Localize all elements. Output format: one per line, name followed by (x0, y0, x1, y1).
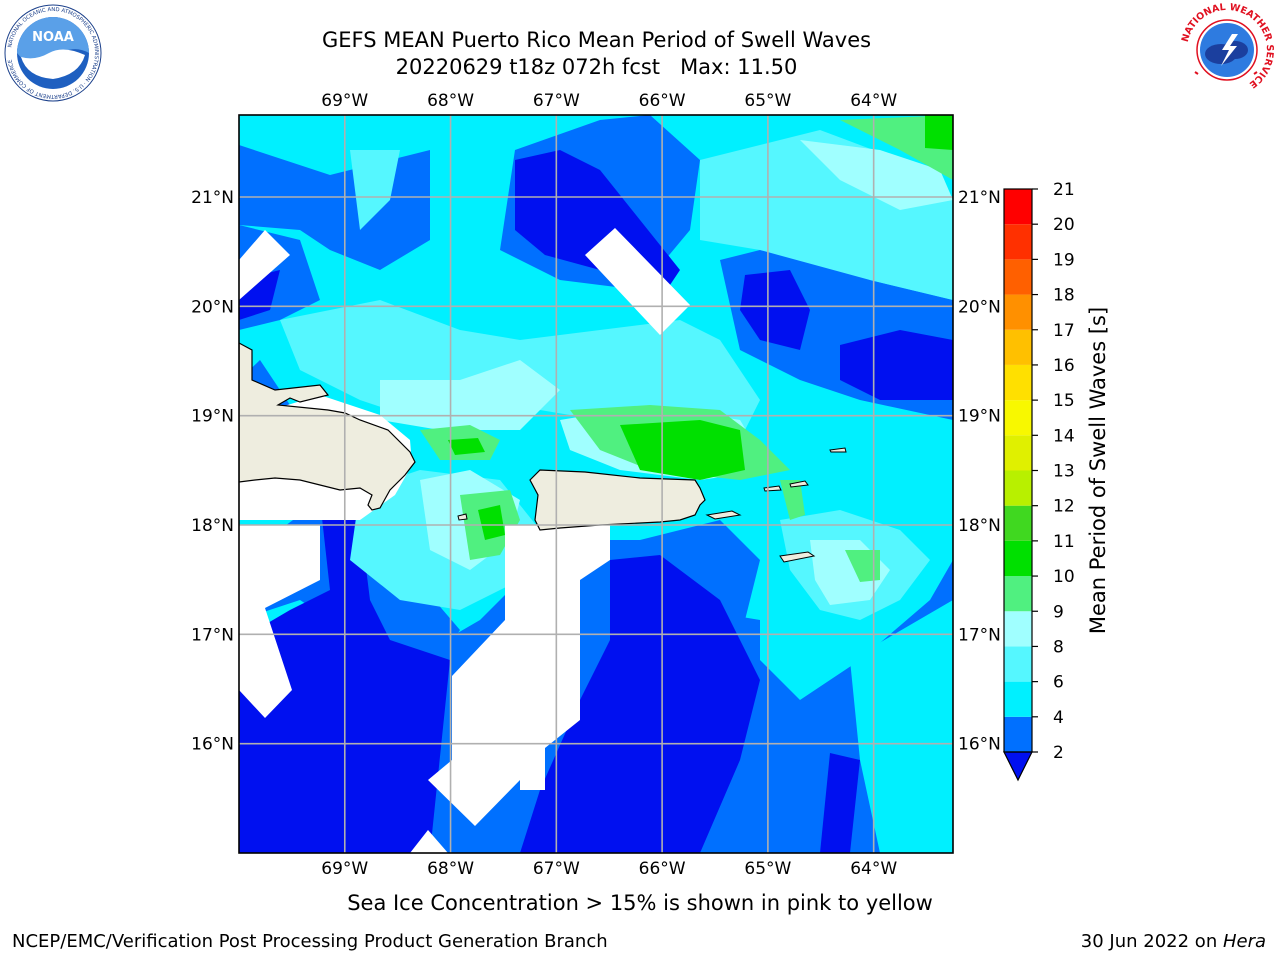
colorbar-tick-label: 4 (1053, 708, 1064, 728)
lon-label-bottom: 69°W (321, 859, 368, 879)
colorbar-tick-label: 20 (1053, 215, 1075, 235)
colorbar: 2 4 6 8 9 10 11 12 13 14 15 16 17 18 19 20 21 Mean Period… (1003, 180, 1110, 782)
mask-west (239, 525, 320, 718)
colorbar-tick-label: 2 (1053, 743, 1064, 763)
colorbar-swatch (1004, 576, 1032, 612)
lat-label-right: 16°N (958, 735, 1001, 755)
colorbar-tick-label: 9 (1053, 602, 1064, 622)
mask-nw (239, 230, 290, 300)
lat-label-right: 19°N (958, 407, 1001, 427)
colorbar-tick-label: 19 (1053, 250, 1075, 270)
lon-label-top: 65°W (744, 91, 791, 111)
lat-label-left: 18°N (191, 516, 234, 536)
colorbar-tick-label: 17 (1053, 321, 1075, 341)
band-9-10-virgin (845, 550, 880, 582)
band-6-8-nw (350, 150, 400, 230)
band-under-2-s (520, 555, 760, 853)
lat-label-right: 18°N (958, 516, 1001, 536)
colorbar-swatch (1004, 189, 1032, 225)
mask-bottom (410, 830, 448, 853)
colorbar-swatch (1004, 364, 1032, 401)
colorbar-swatch (1004, 505, 1032, 541)
land-hispaniola (239, 342, 416, 511)
mask-south (428, 525, 610, 826)
band-10-11-ne (925, 115, 953, 150)
land-mona (457, 513, 468, 521)
land-vieques (705, 510, 742, 520)
colorbar-swatch (1004, 540, 1032, 577)
lon-label-bottom: 65°W (744, 859, 791, 879)
lon-label-bottom: 67°W (533, 859, 580, 879)
colorbar-under-arrow (1003, 751, 1033, 782)
map-field (239, 115, 953, 853)
lon-label-top: 67°W (533, 91, 580, 111)
lat-label-right: 21°N (958, 188, 1001, 208)
colorbar-tick-label: 11 (1053, 532, 1075, 552)
band-4-6-se (850, 600, 953, 853)
colorbar-swatch (1004, 716, 1032, 752)
lon-label-bottom: 68°W (427, 859, 474, 879)
lon-label-top: 64°W (850, 91, 897, 111)
colorbar-tick-label: 12 (1053, 497, 1075, 517)
colorbar-label: Mean Period of Swell Waves [s] (1086, 307, 1110, 634)
chart-title-line2: 20220629 t18z 072h fcst Max: 11.50 (395, 55, 798, 79)
lat-label-left: 21°N (191, 188, 234, 208)
band-10-11-b (448, 438, 485, 455)
colorbar-swatch (1004, 681, 1032, 717)
band-under-2-ne (740, 270, 810, 350)
lon-label-bottom: 66°W (639, 859, 686, 879)
nws-logo: NATIONAL WEATHER SERVICE (1179, 2, 1275, 98)
band-under-2-e (840, 330, 953, 400)
colorbar-swatch (1004, 259, 1032, 295)
colorbar-swatch (1004, 435, 1032, 471)
lon-label-top: 69°W (321, 91, 368, 111)
colorbar-tick-label: 18 (1053, 286, 1075, 306)
band-10-11-c (478, 505, 505, 540)
chart-title-line1: GEFS MEAN Puerto Rico Mean Period of Swe… (321, 28, 872, 52)
colorbar-tick-label: 8 (1053, 637, 1064, 657)
land-puerto-rico (529, 469, 706, 531)
lon-label-top: 68°W (427, 91, 474, 111)
colorbar-tick-label: 21 (1053, 180, 1075, 200)
map-frame (238, 114, 954, 854)
footer-machine: Hera (1222, 931, 1266, 952)
colorbar-tick-label: 10 (1053, 567, 1075, 587)
mask-north (585, 228, 690, 335)
colorbar-swatch (1004, 294, 1032, 330)
noaa-logo: NATIONAL OCEANIC AND ATMOSPHERIC ADMINIS… (4, 4, 102, 102)
colorbar-tick-label: 16 (1053, 356, 1075, 376)
lat-label-left: 17°N (191, 625, 234, 645)
sea-ice-caption: Sea Ice Concentration > 15% is shown in … (347, 891, 933, 915)
colorbar-swatch (1004, 611, 1032, 647)
colorbar-tick-label: 14 (1053, 426, 1075, 446)
land-virgin-islands (763, 447, 847, 492)
colorbar-swatch (1004, 400, 1032, 436)
band-9-10-island (780, 480, 805, 520)
lat-label-left: 19°N (191, 407, 234, 427)
noaa-wordmark: NOAA (32, 30, 74, 45)
colorbar-swatch (1004, 224, 1032, 260)
lat-label-right: 20°N (958, 297, 1001, 317)
band-under-2-se (820, 753, 860, 853)
band-8-9-central (380, 360, 560, 430)
lat-label-left: 16°N (191, 735, 234, 755)
colorbar-swatch (1004, 470, 1032, 506)
colorbar-swatch (1004, 329, 1032, 365)
lat-label-right: 17°N (958, 625, 1001, 645)
footer-date-text: 30 Jun 2022 on (1080, 931, 1223, 952)
footer-branch: NCEP/EMC/Verification Post Processing Pr… (12, 931, 608, 952)
land-st-croix (779, 551, 816, 563)
colorbar-tick-label: 15 (1053, 391, 1075, 411)
footer-date: 30 Jun 2022 on Hera (1081, 931, 1266, 952)
lon-label-bottom: 64°W (850, 859, 897, 879)
colorbar-swatch (1004, 646, 1032, 682)
lat-label-left: 20°N (191, 297, 234, 317)
lon-label-top: 66°W (639, 91, 686, 111)
band-8-9-ne (800, 140, 953, 210)
colorbar-tick-label: 6 (1053, 673, 1064, 693)
colorbar-tick-label: 13 (1053, 462, 1075, 482)
band-10-11-a (620, 420, 745, 480)
band-9-10-ne (840, 115, 953, 180)
